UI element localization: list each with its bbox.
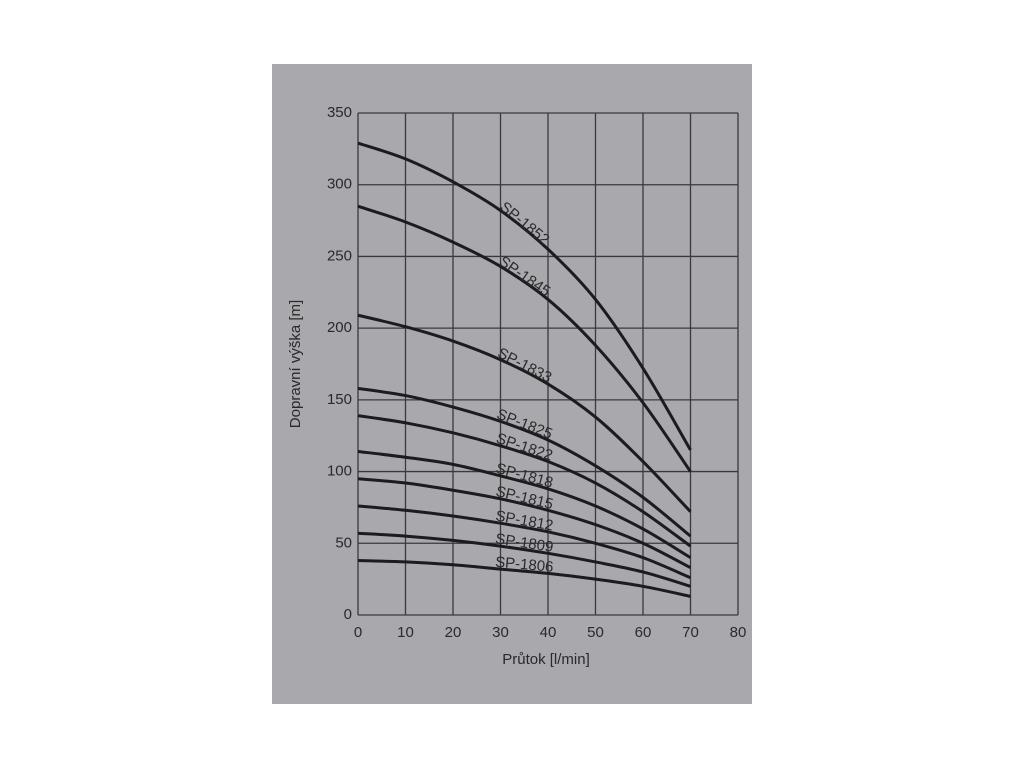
y-tick-label: 150 [327, 391, 352, 408]
y-tick-label: 350 [327, 104, 352, 121]
curve [357, 531, 691, 588]
x-tick-label: 10 [397, 624, 414, 641]
y-tick-label: 100 [327, 463, 352, 480]
curve [357, 450, 692, 559]
x-tick-label: 80 [730, 624, 747, 641]
x-tick-label: 30 [492, 624, 509, 641]
x-axis-label: Průtok [l/min] [502, 651, 590, 668]
curve [357, 204, 692, 473]
y-axis-label: Dopravní výška [m] [287, 300, 304, 428]
x-tick-label: 20 [445, 624, 462, 641]
y-tick-label: 0 [344, 606, 352, 623]
y-tick-label: 200 [327, 319, 352, 336]
y-tick-label: 50 [335, 534, 352, 551]
curve [357, 313, 692, 513]
curve [357, 558, 691, 598]
x-tick-label: 50 [587, 624, 604, 641]
curve [357, 504, 692, 580]
x-tick-label: 0 [354, 624, 362, 641]
curve [357, 386, 692, 538]
photo-background [272, 64, 752, 704]
curve [357, 477, 692, 570]
x-tick-label: 60 [635, 624, 652, 641]
y-tick-label: 300 [327, 176, 352, 193]
y-tick-label: 250 [327, 247, 352, 264]
curve [357, 414, 692, 548]
x-tick-label: 40 [540, 624, 557, 641]
series-label: SP-1806 [494, 554, 554, 576]
curve [357, 141, 692, 451]
x-tick-label: 70 [682, 624, 699, 641]
